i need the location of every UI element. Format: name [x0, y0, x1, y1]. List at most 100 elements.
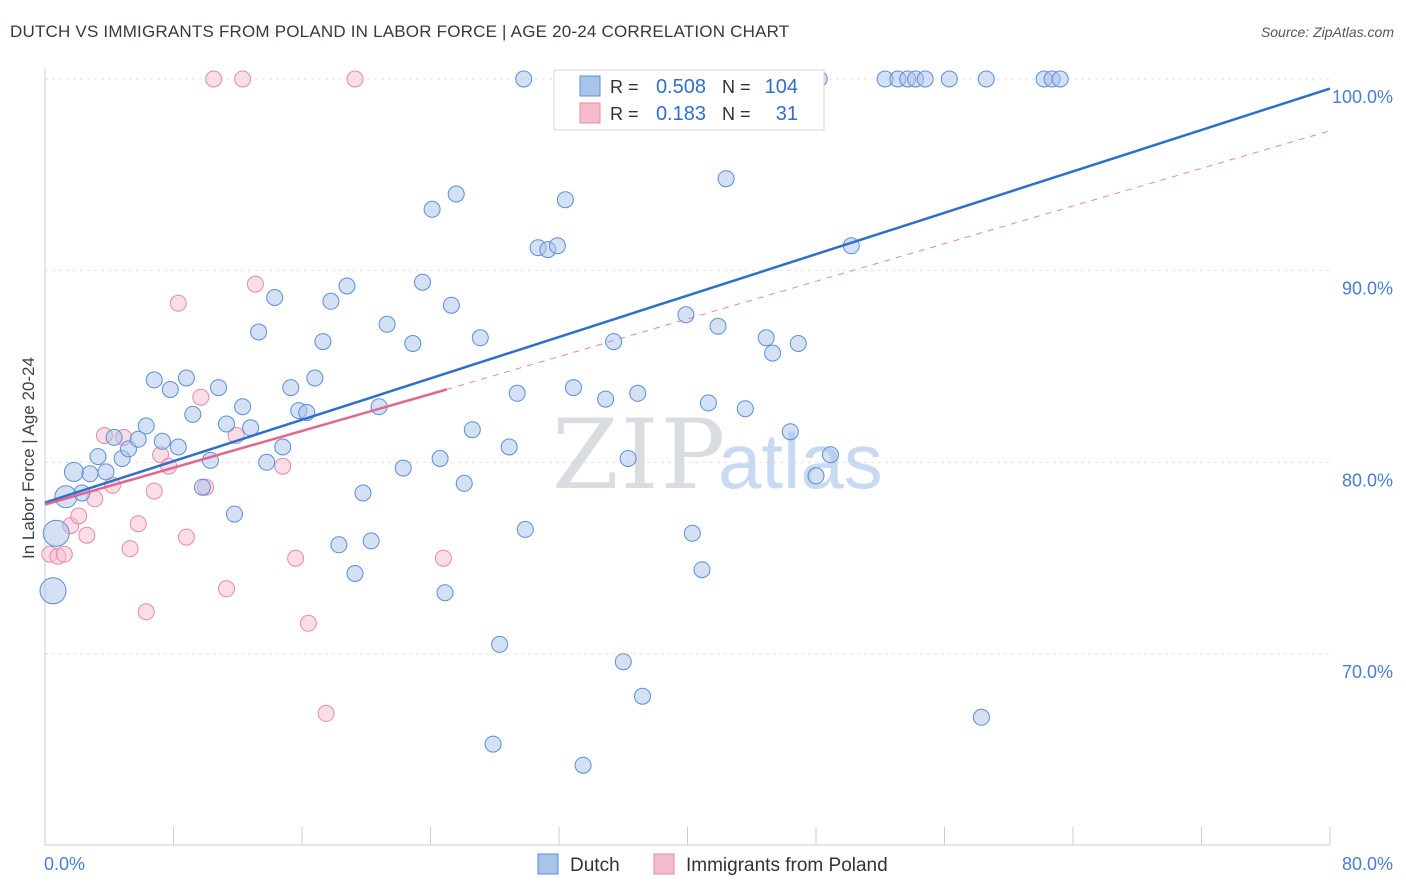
dutch-point — [330, 536, 348, 554]
poland-point — [169, 294, 187, 312]
legend-dutch-swatch[interactable] — [537, 853, 559, 875]
dutch-point — [736, 400, 754, 418]
y-tick-label: 100.0% — [1332, 87, 1393, 107]
dutch-point — [105, 428, 123, 446]
dutch-point — [574, 756, 592, 774]
x-tick-labels: 0.0% 80.0% — [44, 854, 1393, 874]
dutch-point — [597, 390, 615, 408]
dutch-point — [177, 369, 195, 387]
poland-n-value: 31 — [776, 103, 798, 125]
poland-point — [287, 549, 305, 567]
poland-point — [145, 482, 163, 500]
poland-n-label: N = — [722, 104, 751, 124]
poland-point — [205, 70, 223, 88]
dutch-r-value: 0.508 — [656, 76, 706, 98]
dutch-point — [516, 520, 534, 538]
watermark-zip: ZIP — [552, 399, 727, 511]
dutch-point — [447, 185, 465, 203]
chart-title: DUTCH VS IMMIGRANTS FROM POLAND IN LABOR… — [10, 22, 790, 41]
dutch-point — [42, 519, 70, 547]
dutch-point — [193, 478, 211, 496]
dutch-point — [629, 384, 647, 402]
dutch-trend-line — [44, 87, 1331, 504]
x-tick-label-max: 80.0% — [1342, 854, 1393, 874]
legend-poland-swatch[interactable] — [653, 853, 675, 875]
dutch-point — [169, 438, 187, 456]
dutch-point — [226, 505, 243, 523]
dutch-point — [338, 277, 356, 295]
series-poland-points — [41, 70, 452, 722]
dutch-point — [717, 170, 735, 188]
dutch-point — [442, 296, 460, 314]
legend-poland-label[interactable]: Immigrants from Poland — [686, 855, 888, 876]
poland-point — [78, 526, 96, 544]
dutch-point — [314, 333, 332, 351]
dutch-swatch — [579, 75, 601, 97]
poland-point — [177, 528, 195, 546]
poland-point — [346, 70, 364, 88]
series-dutch-points — [39, 70, 1069, 774]
dutch-point — [218, 415, 235, 433]
dutch-point — [484, 735, 502, 753]
dutch-point — [266, 289, 284, 306]
dutch-point — [677, 306, 695, 324]
dutch-point — [274, 438, 292, 456]
dutch-point — [500, 438, 518, 456]
dutch-point — [1051, 70, 1069, 88]
dutch-point — [436, 584, 454, 602]
gridlines — [45, 78, 1330, 655]
dutch-point — [282, 379, 300, 397]
dutch-point — [129, 430, 147, 448]
poland-point — [137, 603, 155, 621]
dutch-point — [153, 432, 171, 450]
dutch-point — [137, 417, 155, 435]
dutch-point — [972, 708, 990, 726]
dutch-point — [306, 369, 324, 387]
poland-point — [299, 614, 317, 632]
dutch-point — [634, 687, 651, 705]
dutch-point — [683, 524, 701, 542]
dutch-point — [605, 333, 623, 351]
dutch-point — [977, 70, 995, 88]
dutch-point — [322, 292, 340, 310]
poland-point — [434, 549, 452, 567]
poland-point — [55, 545, 73, 563]
dutch-point — [693, 561, 711, 579]
dutch-point — [556, 191, 574, 209]
dutch-point — [414, 273, 431, 291]
dutch-point — [619, 450, 637, 467]
stats-legend-box: R = 0.508 N = 104 R = 0.183 N = 31 — [553, 69, 825, 131]
y-axis-title: In Labor Force | Age 20-24 — [19, 357, 38, 559]
dutch-point — [515, 70, 533, 88]
poland-trend-line — [44, 388, 447, 506]
poland-point — [121, 540, 139, 558]
dutch-point — [757, 329, 775, 347]
poland-point — [234, 70, 252, 88]
watermark: ZIP atlas — [552, 399, 883, 511]
y-tick-label: 80.0% — [1342, 470, 1393, 490]
dutch-n-value: 104 — [765, 76, 798, 98]
dutch-point — [354, 484, 372, 502]
dutch-n-label: N = — [722, 77, 751, 97]
poland-r-value: 0.183 — [656, 103, 706, 125]
poland-swatch — [579, 102, 601, 124]
dutch-point — [97, 463, 115, 481]
dutch-point — [423, 200, 441, 218]
dutch-point — [940, 70, 958, 88]
watermark-atlas: atlas — [718, 417, 883, 505]
dutch-point — [250, 323, 268, 341]
dutch-point — [807, 467, 825, 485]
dutch-point — [81, 465, 99, 483]
dutch-point — [491, 635, 509, 653]
dutch-r-label: R = — [610, 77, 639, 97]
dutch-point — [463, 421, 481, 439]
x-tick-label-min: 0.0% — [44, 854, 85, 874]
dutch-point — [362, 532, 380, 550]
source-label: Source: ZipAtlas.com — [1260, 24, 1394, 40]
dutch-point — [455, 474, 473, 492]
legend-dutch-label[interactable]: Dutch — [570, 855, 620, 876]
dutch-point — [404, 335, 422, 352]
dutch-point — [916, 70, 934, 88]
dutch-point — [184, 405, 202, 423]
